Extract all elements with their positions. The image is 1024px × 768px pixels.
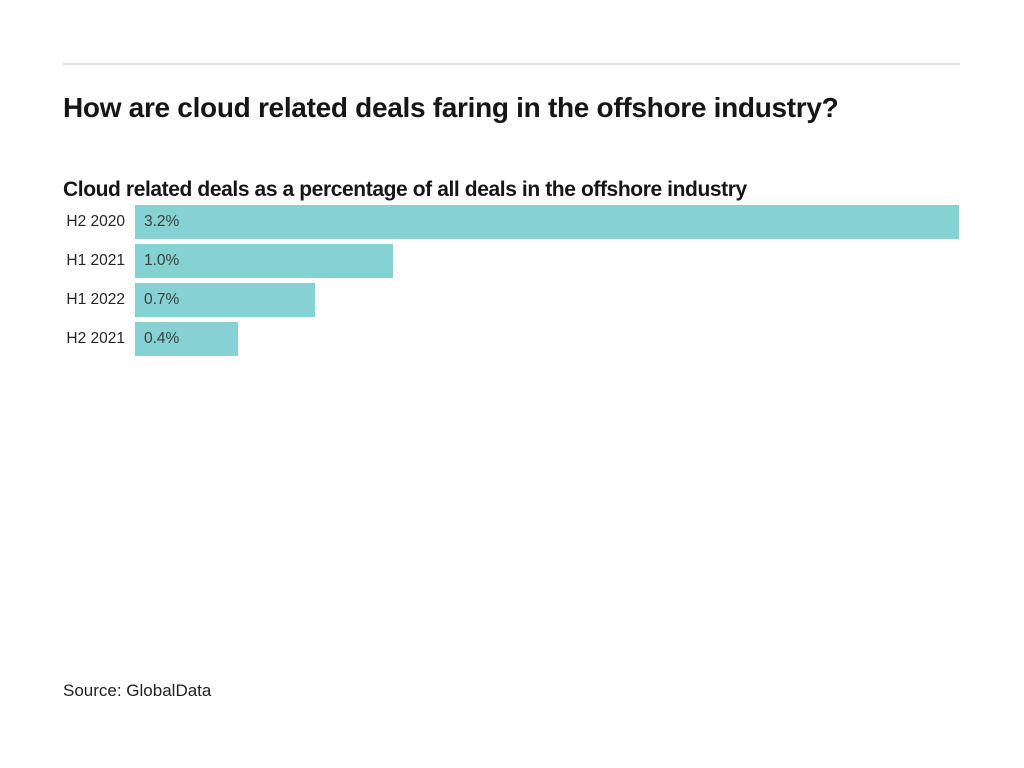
category-label: H2 2021 [66,330,125,347]
bar: 3.2% [135,205,959,239]
bar-row: H2 2020 3.2% [0,205,1024,239]
category-label: H1 2021 [66,252,125,269]
value-label: 0.4% [144,330,180,347]
value-label: 3.2% [144,213,180,230]
header-divider [63,63,960,65]
value-label: 0.7% [144,291,180,308]
value-label: 1.0% [144,252,180,269]
bar: 0.7% [135,283,315,317]
bar-row: H1 2021 1.0% [0,244,1024,278]
chart-title: How are cloud related deals faring in th… [63,91,839,123]
category-label: H1 2022 [66,291,125,308]
bar-row: H2 2021 0.4% [0,322,1024,356]
bar: 0.4% [135,322,238,356]
chart-subtitle: Cloud related deals as a percentage of a… [63,178,747,202]
bar-row: H1 2022 0.7% [0,283,1024,317]
bar: 1.0% [135,244,393,278]
category-label: H2 2020 [66,213,125,230]
bar-rows: H2 2020 3.2% H1 2021 1.0% H1 2022 0.7% H2 2021… [0,205,1024,361]
source-note: Source: GlobalData [63,681,212,700]
